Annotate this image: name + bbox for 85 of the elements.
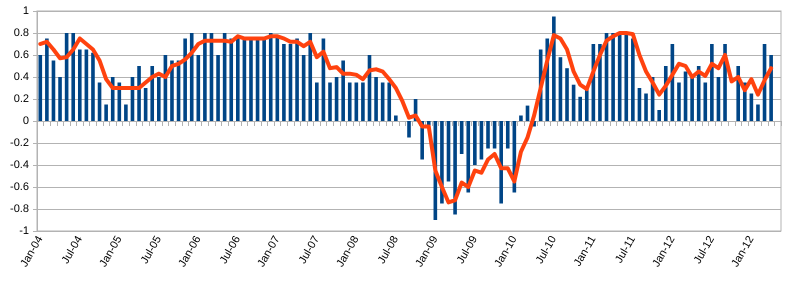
- bar: [91, 52, 95, 121]
- y-tick-label: 0: [22, 115, 29, 127]
- bar: [572, 84, 576, 121]
- bar: [268, 33, 273, 121]
- bar: [64, 33, 68, 121]
- bar: [703, 82, 708, 121]
- y-tick-label: 0.6: [14, 49, 29, 61]
- bar: [460, 121, 464, 154]
- bar: [446, 121, 450, 182]
- y-tick-label: -0.6: [10, 181, 29, 193]
- bar: [84, 50, 88, 121]
- y-tick-label: 1: [22, 5, 29, 17]
- bar: [368, 55, 372, 121]
- bar: [361, 82, 365, 121]
- line-series: [38, 31, 774, 204]
- bar: [249, 38, 253, 121]
- bar: [480, 121, 484, 160]
- bar: [684, 72, 688, 121]
- y-tick-label: 0.2: [14, 93, 29, 105]
- bar: [52, 60, 56, 121]
- bar: [565, 68, 569, 121]
- bar: [262, 38, 266, 121]
- bar: [256, 38, 260, 121]
- bar: [315, 82, 319, 121]
- bar: [144, 88, 148, 121]
- y-tick-label: 0.4: [14, 71, 29, 83]
- bar: [492, 121, 496, 148]
- bar: [196, 55, 200, 121]
- bar: [387, 82, 392, 121]
- bar: [176, 60, 180, 121]
- bar: [348, 82, 352, 121]
- bar: [519, 116, 523, 121]
- bar: [78, 50, 82, 121]
- bar: [631, 38, 635, 121]
- bar: [611, 33, 615, 121]
- bar: [236, 38, 240, 121]
- bar: [190, 33, 194, 121]
- bar: [473, 121, 477, 165]
- bar: [407, 121, 411, 138]
- bar: [578, 96, 582, 121]
- bar: [354, 82, 358, 121]
- bar: [302, 55, 306, 121]
- bar: [229, 38, 234, 121]
- y-tick-label: 0.8: [14, 27, 29, 39]
- bar: [677, 82, 681, 121]
- bar: [58, 77, 62, 121]
- bar: [638, 88, 642, 121]
- bar: [334, 77, 338, 121]
- bar: [624, 33, 628, 121]
- bar: [716, 77, 720, 121]
- bar: [104, 104, 108, 121]
- bar: [98, 82, 102, 121]
- bar: [328, 82, 332, 121]
- bar: [657, 110, 662, 121]
- bar: [604, 33, 608, 121]
- bar: [183, 38, 187, 121]
- bar: [124, 104, 128, 121]
- y-tick-label: -0.2: [10, 137, 29, 149]
- bar: [526, 106, 530, 121]
- bar: [486, 121, 490, 148]
- bar: [210, 33, 214, 121]
- bar: [394, 116, 398, 121]
- bar: [288, 44, 292, 121]
- bar: [222, 33, 226, 121]
- bar: [38, 55, 42, 121]
- bar: [690, 77, 694, 121]
- y-tick-label: -0.4: [10, 159, 29, 171]
- bar: [750, 94, 754, 121]
- y-tick-label: -1: [19, 225, 29, 237]
- bar: [295, 38, 299, 121]
- y-tick-label: -0.8: [10, 203, 29, 215]
- bar: [282, 44, 286, 121]
- bar: [45, 38, 49, 121]
- bar: [374, 77, 378, 121]
- bar: [156, 77, 161, 121]
- bar: [216, 55, 220, 121]
- bar: [137, 66, 141, 121]
- bar: [618, 33, 622, 121]
- bar: [380, 82, 384, 121]
- bar: [203, 33, 207, 121]
- bar: [756, 104, 760, 121]
- bar: [644, 94, 648, 121]
- bar: [506, 121, 510, 148]
- bar: [558, 57, 562, 121]
- bar: [242, 38, 246, 121]
